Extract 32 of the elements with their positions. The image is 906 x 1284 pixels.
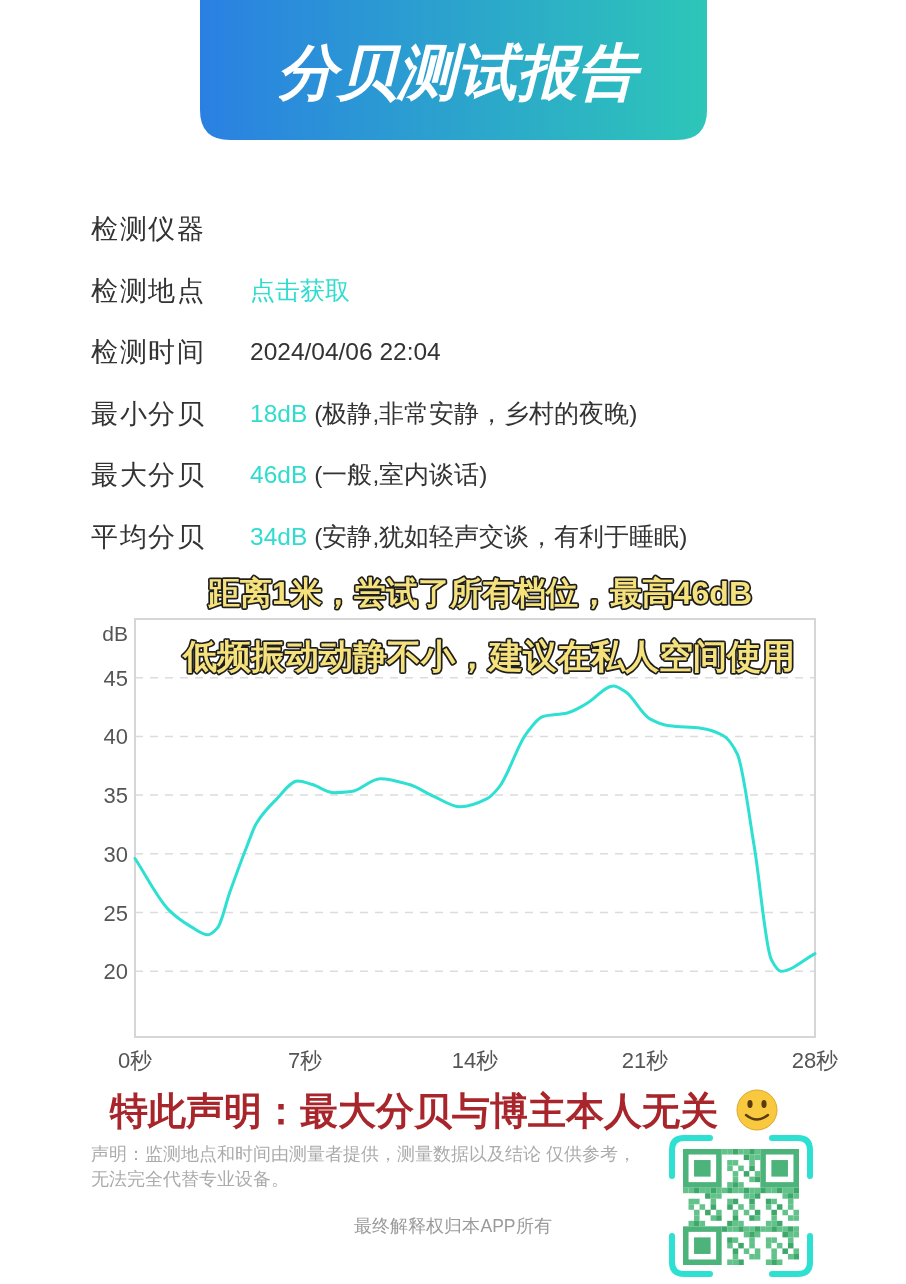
text: 检测仪器	[91, 213, 205, 246]
chart-title: 分贝测试报告	[277, 39, 642, 106]
text: (一般,室内谈话)	[314, 461, 488, 489]
x-tick-label: 21秒	[621, 1048, 669, 1073]
x-tick-label: 28秒	[791, 1048, 839, 1073]
text: 2024/04/06 22:04	[250, 338, 441, 366]
y-tick-label: 30	[103, 841, 128, 867]
text: 距离1米，尝试了所有档位，最高46dB	[206, 575, 753, 611]
text: 最终解释权归本APP所有	[353, 1215, 553, 1238]
text: 声明：监测地点和时间由测量者提供，测量数据以及结论 仅供参考，无法完全代替专业设备。	[91, 1143, 636, 1191]
y-tick-label: 35	[103, 783, 128, 809]
y-tick-label: 40	[103, 724, 128, 750]
text: 34dB	[250, 523, 308, 550]
text: 18dB	[250, 399, 308, 427]
text: 点击获取	[250, 276, 350, 304]
text: 检测时间	[91, 336, 205, 370]
y-tick-label: 45	[103, 665, 128, 691]
x-tick-label: 14秒	[451, 1048, 499, 1073]
text: 检测地点	[91, 274, 205, 308]
text: 特此声明：最大分贝与博主本人无关	[109, 1090, 718, 1132]
text: 最大分贝	[91, 459, 205, 493]
annotation: 低频振动动静不小，建议在私人空间使用	[181, 637, 795, 675]
text: 最小分贝	[91, 397, 205, 431]
y-tick-label: 25	[103, 900, 128, 926]
text: 平均分贝	[91, 521, 205, 554]
y-tick-label: 20	[103, 959, 128, 985]
x-tick-label: 0秒	[117, 1048, 153, 1073]
text: 46dB	[250, 461, 308, 489]
x-tick-label: 7秒	[287, 1048, 323, 1073]
y-axis-title: dB	[102, 622, 128, 645]
text: (极静,非常安静，乡村的夜晚)	[314, 399, 638, 427]
text: (安静,犹如轻声交谈，有利于睡眠)	[314, 523, 688, 550]
